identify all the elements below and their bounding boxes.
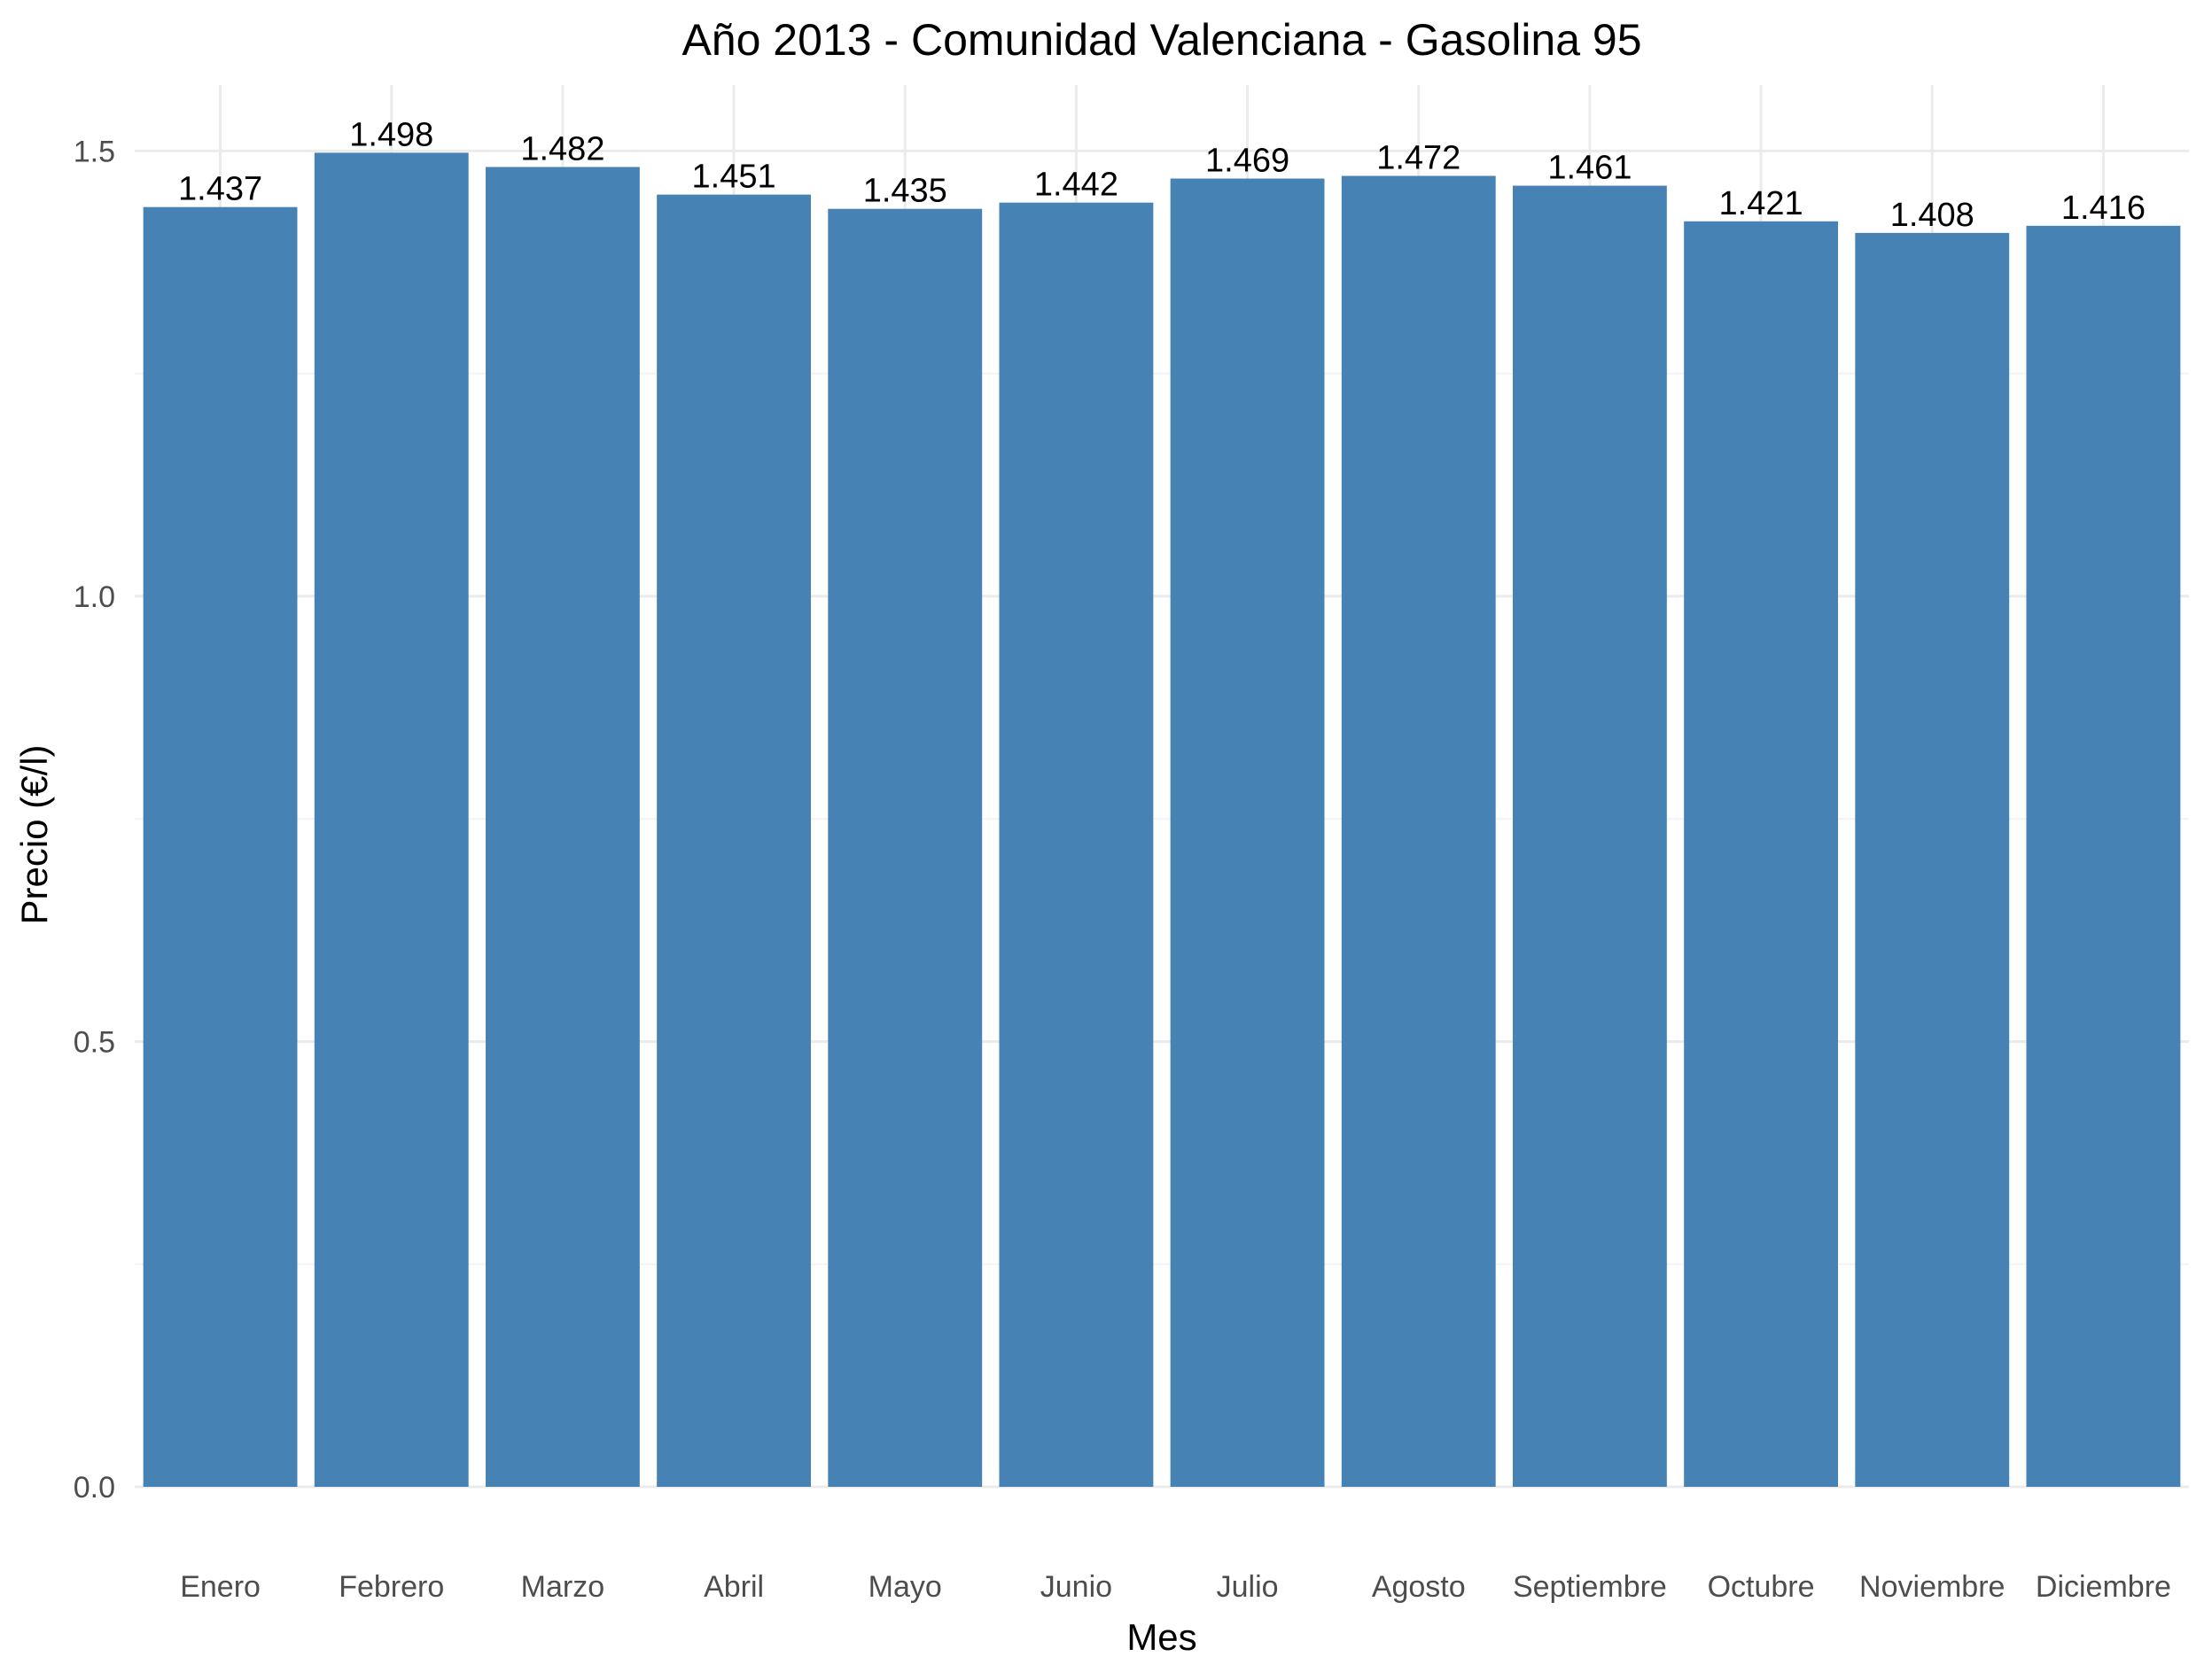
x-tick-label: Noviembre: [1859, 1570, 2005, 1604]
x-tick-label: Febrero: [339, 1570, 444, 1604]
bar-noviembre: [1855, 232, 2010, 1487]
data-label: 1.437: [178, 171, 262, 208]
bar-enero: [143, 206, 298, 1488]
bars: [143, 152, 2181, 1488]
bar-abril: [657, 194, 812, 1488]
y-tick-label: 1.0: [74, 580, 115, 614]
data-label: 1.469: [1205, 143, 1289, 180]
bar-febrero: [314, 152, 469, 1488]
bar-agosto: [1341, 175, 1496, 1487]
x-tick-label: Octubre: [1708, 1570, 1815, 1604]
bar-septiembre: [1512, 185, 1667, 1487]
bar-junio: [999, 202, 1154, 1487]
bar-mayo: [828, 208, 983, 1487]
data-label: 1.451: [692, 159, 776, 196]
x-tick-label: Abril: [704, 1570, 764, 1604]
data-label: 1.408: [1890, 197, 1974, 234]
data-label: 1.482: [520, 130, 604, 167]
data-label: 1.442: [1034, 167, 1118, 204]
x-tick-label: Septiembre: [1513, 1570, 1667, 1604]
chart-title: Año 2013 - Comunidad Valenciana - Gasoli…: [682, 15, 1641, 65]
data-label: 1.461: [1547, 150, 1632, 187]
x-tick-label: Junio: [1040, 1570, 1112, 1604]
data-label: 1.472: [1376, 140, 1460, 177]
x-tick-label: Marzo: [521, 1570, 604, 1604]
x-tick-label: Agosto: [1372, 1570, 1466, 1604]
data-label: 1.421: [1719, 185, 1803, 222]
x-tick-label: Enero: [180, 1570, 261, 1604]
data-label: 1.416: [2061, 190, 2146, 227]
y-axis-title: Precio (€/l): [13, 744, 55, 924]
x-tick-label: Diciembre: [2036, 1570, 2171, 1604]
bar-octubre: [1684, 221, 1839, 1488]
y-axis-ticks: 0.0 0.5 1.0 1.5: [74, 135, 115, 1505]
x-tick-label: Mayo: [868, 1570, 942, 1604]
bar-marzo: [485, 167, 640, 1487]
data-labels: 1.437 1.498 1.482 1.451 1.435 1.442 1.469 1.472…: [178, 116, 2146, 233]
y-tick-label: 0.0: [74, 1471, 115, 1505]
data-label: 1.435: [863, 173, 947, 210]
bar-julio: [1170, 178, 1325, 1487]
y-tick-label: 1.5: [74, 135, 115, 168]
bar-diciembre: [2026, 225, 2181, 1487]
y-tick-label: 0.5: [74, 1025, 115, 1059]
x-axis-ticks: Enero Febrero Marzo Abril Mayo Junio Julio Agos…: [180, 1570, 2171, 1604]
x-tick-label: Julio: [1217, 1570, 1279, 1604]
x-axis-title: Mes: [1126, 1616, 1196, 1658]
data-label: 1.498: [349, 116, 433, 153]
